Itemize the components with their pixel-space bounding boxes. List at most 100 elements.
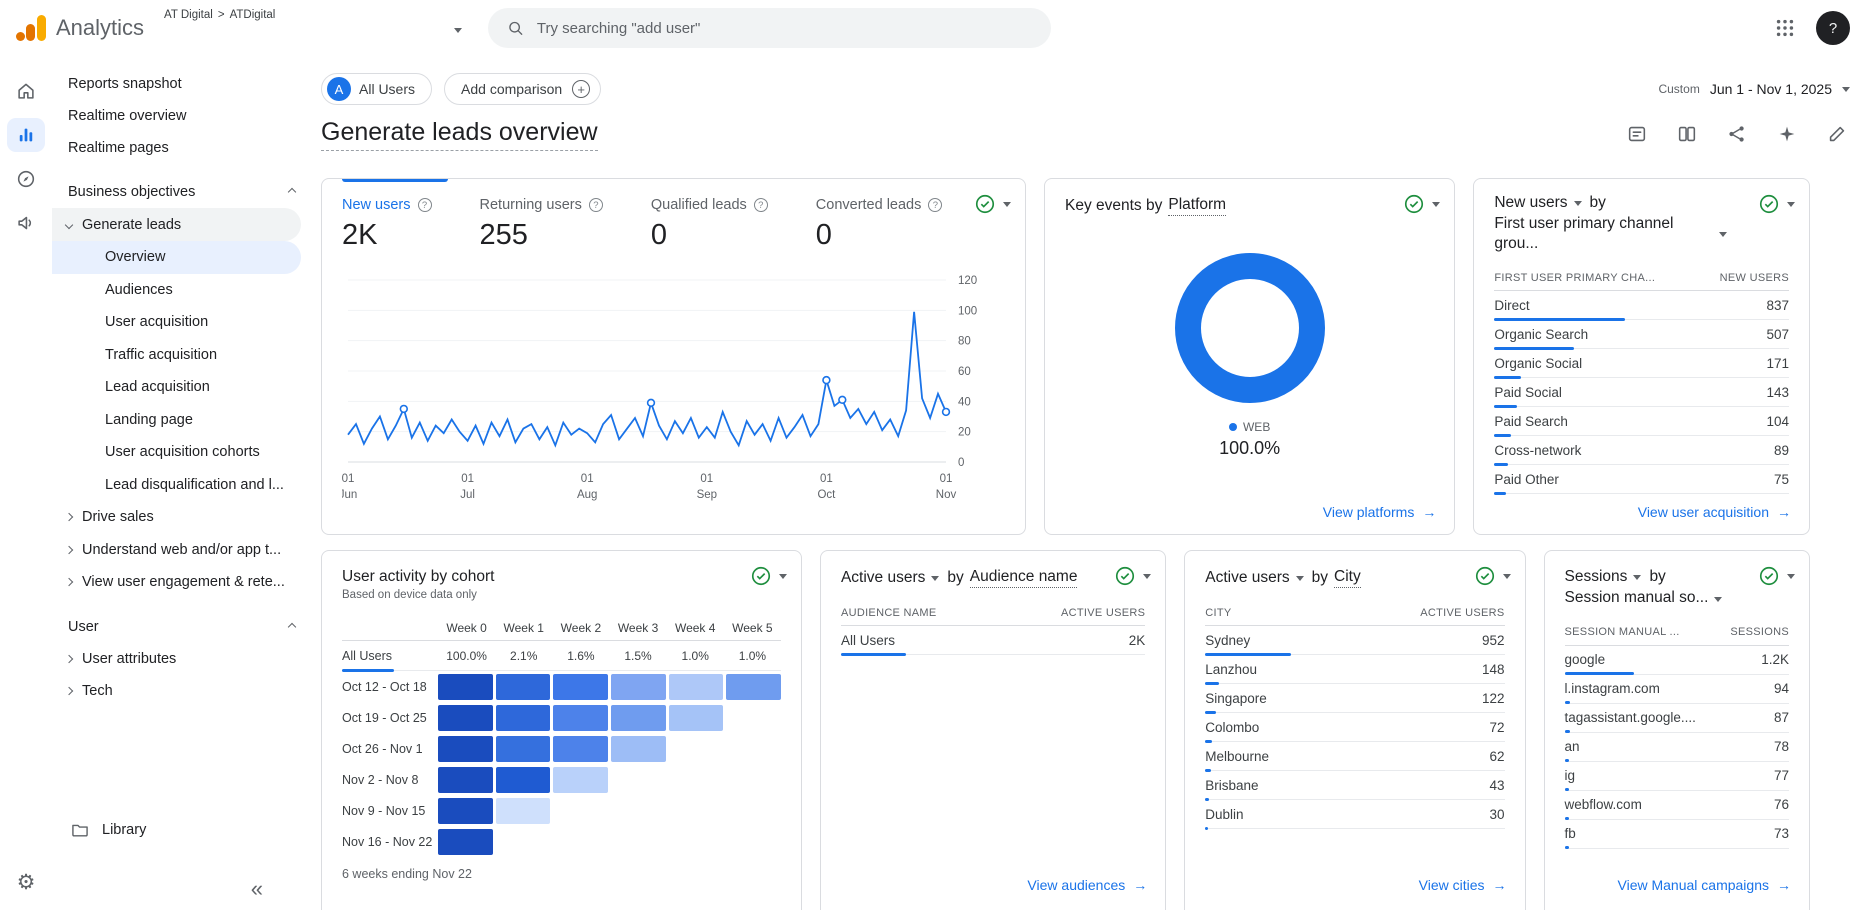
search-input[interactable] [537, 20, 1033, 37]
cohort-cell [726, 674, 781, 700]
view-audiences-link[interactable]: View audiences→ [1027, 877, 1147, 893]
table-row[interactable]: Paid Other 75 [1494, 465, 1789, 494]
nav-realtime-pages[interactable]: Realtime pages [52, 132, 315, 164]
table-row[interactable]: an 78 [1565, 733, 1789, 762]
add-comparison-button[interactable]: Add comparison + [444, 73, 601, 105]
help-icon[interactable]: ? [589, 198, 603, 212]
table-row[interactable]: ig 77 [1565, 762, 1789, 791]
table-row[interactable]: google 1.2K [1565, 646, 1789, 675]
cohort-cell [553, 767, 608, 793]
date-range-picker[interactable]: Custom Jun 1 - Nov 1, 2025 [1658, 81, 1852, 97]
tab-new-users[interactable]: New users? 2K [342, 197, 432, 252]
dimension-selector[interactable]: Session manual so... [1565, 588, 1789, 607]
settings-gear-icon[interactable]: ⚙ [17, 870, 36, 894]
note-icon[interactable] [1626, 123, 1648, 145]
rail-reports-button[interactable] [7, 118, 45, 152]
row-value: 62 [1490, 749, 1505, 764]
card-title[interactable]: Active users by Audience name [841, 567, 1145, 588]
nav-section-user[interactable]: User [52, 611, 315, 643]
segment-chip-all-users[interactable]: A All Users [321, 73, 432, 105]
nav-library[interactable]: Library [52, 812, 315, 848]
card-title[interactable]: Active users by City [1205, 567, 1504, 588]
page-title[interactable]: Generate leads overview [321, 118, 598, 151]
edit-icon[interactable] [1826, 123, 1848, 145]
view-platforms-link[interactable]: View platforms→ [1323, 504, 1437, 520]
help-icon[interactable]: ? [754, 198, 768, 212]
rail-explore-button[interactable] [7, 162, 45, 196]
share-icon[interactable] [1726, 123, 1748, 145]
status-ok-icon [1758, 565, 1780, 587]
data-quality-button[interactable] [974, 193, 1011, 215]
data-quality-button[interactable] [1114, 565, 1151, 587]
rail-advertising-button[interactable] [7, 206, 45, 240]
table-row[interactable]: Direct 837 [1494, 291, 1789, 320]
nav-landing-page[interactable]: Landing page [52, 404, 301, 437]
table-row[interactable]: All Users 2K [841, 626, 1145, 655]
data-quality-button[interactable] [1474, 565, 1511, 587]
table-row[interactable]: webflow.com 76 [1565, 791, 1789, 820]
nav-audiences[interactable]: Audiences [52, 274, 301, 307]
nav-overview[interactable]: Overview [52, 241, 301, 274]
view-manual-campaigns-link[interactable]: View Manual campaigns→ [1618, 877, 1792, 893]
nav-user-attributes[interactable]: User attributes [52, 643, 315, 676]
table-row[interactable]: fb 73 [1565, 820, 1789, 849]
dimension-selector[interactable]: City [1334, 567, 1361, 588]
view-cities-link[interactable]: View cities→ [1419, 877, 1507, 893]
table-row[interactable]: Sydney 952 [1205, 626, 1504, 655]
tab-returning-users[interactable]: Returning users? 255 [480, 197, 603, 252]
help-icon[interactable]: ? [928, 198, 942, 212]
app-name: Analytics [56, 15, 144, 41]
nav-tech[interactable]: Tech [52, 675, 315, 708]
table-row[interactable]: Organic Search 507 [1494, 320, 1789, 349]
account-property-switcher[interactable]: AT Digital > ATDigital [164, 6, 464, 50]
dimension-selector[interactable]: First user primary channel grou... [1494, 214, 1789, 253]
table-row[interactable]: tagassistant.google.... 87 [1565, 704, 1789, 733]
tab-qualified-leads[interactable]: Qualified leads? 0 [651, 197, 768, 252]
table-row[interactable]: Cross-network 89 [1494, 436, 1789, 465]
nav-lead-disqualification[interactable]: Lead disqualification and l... [52, 469, 301, 502]
legend-label: WEB [1243, 420, 1270, 434]
table-row[interactable]: Paid Social 143 [1494, 378, 1789, 407]
nav-drive-sales[interactable]: Drive sales [52, 501, 315, 534]
compare-icon[interactable] [1676, 123, 1698, 145]
dimension-selector[interactable]: Audience name [970, 567, 1078, 588]
search-bar[interactable] [488, 8, 1051, 48]
tab-converted-leads[interactable]: Converted leads? 0 [816, 197, 943, 252]
apps-grid-icon[interactable] [1774, 17, 1796, 39]
card-title[interactable]: New users by [1494, 193, 1789, 212]
nav-view-user-engagement[interactable]: View user engagement & rete... [52, 566, 315, 599]
nav-reports-snapshot[interactable]: Reports snapshot [52, 68, 315, 100]
table-row[interactable]: l.instagram.com 94 [1565, 675, 1789, 704]
table-row[interactable]: Singapore 122 [1205, 684, 1504, 713]
nav-understand-web-app[interactable]: Understand web and/or app t... [52, 534, 315, 567]
nav-realtime-overview[interactable]: Realtime overview [52, 100, 315, 132]
collapse-nav-button[interactable]: « [251, 878, 263, 900]
nav-lead-acquisition[interactable]: Lead acquisition [52, 371, 301, 404]
table-row[interactable]: Colombo 72 [1205, 713, 1504, 742]
data-quality-button[interactable] [1758, 193, 1795, 215]
data-quality-button[interactable] [1403, 193, 1440, 215]
table-row[interactable]: Organic Social 171 [1494, 349, 1789, 378]
table-row[interactable]: Melbourne 62 [1205, 742, 1504, 771]
table-row[interactable]: Paid Search 104 [1494, 407, 1789, 436]
analytics-logo[interactable]: Analytics [0, 15, 144, 41]
table-row[interactable]: Dublin 30 [1205, 800, 1504, 829]
avatar[interactable]: ? [1816, 11, 1850, 45]
data-quality-button[interactable] [1758, 565, 1795, 587]
nav-user-acquisition[interactable]: User acquisition [52, 306, 301, 339]
nav-traffic-acquisition[interactable]: Traffic acquisition [52, 339, 301, 372]
nav-section-business-objectives[interactable]: Business objectives [52, 176, 315, 208]
view-user-acquisition-link[interactable]: View user acquisition→ [1638, 504, 1791, 520]
table-row[interactable]: Lanzhou 148 [1205, 655, 1504, 684]
row-label: google [1565, 652, 1606, 667]
nav-generate-leads[interactable]: Generate leads [52, 208, 301, 241]
nav-user-acquisition-cohorts[interactable]: User acquisition cohorts [52, 436, 301, 469]
insights-icon[interactable] [1776, 123, 1798, 145]
rail-home-button[interactable] [7, 74, 45, 108]
card-title[interactable]: Sessions by [1565, 567, 1789, 586]
table-row[interactable]: Brisbane 43 [1205, 771, 1504, 800]
status-ok-icon [1114, 565, 1136, 587]
dimension-selector[interactable]: Platform [1168, 195, 1226, 216]
help-icon[interactable]: ? [418, 198, 432, 212]
data-quality-button[interactable] [750, 565, 787, 587]
